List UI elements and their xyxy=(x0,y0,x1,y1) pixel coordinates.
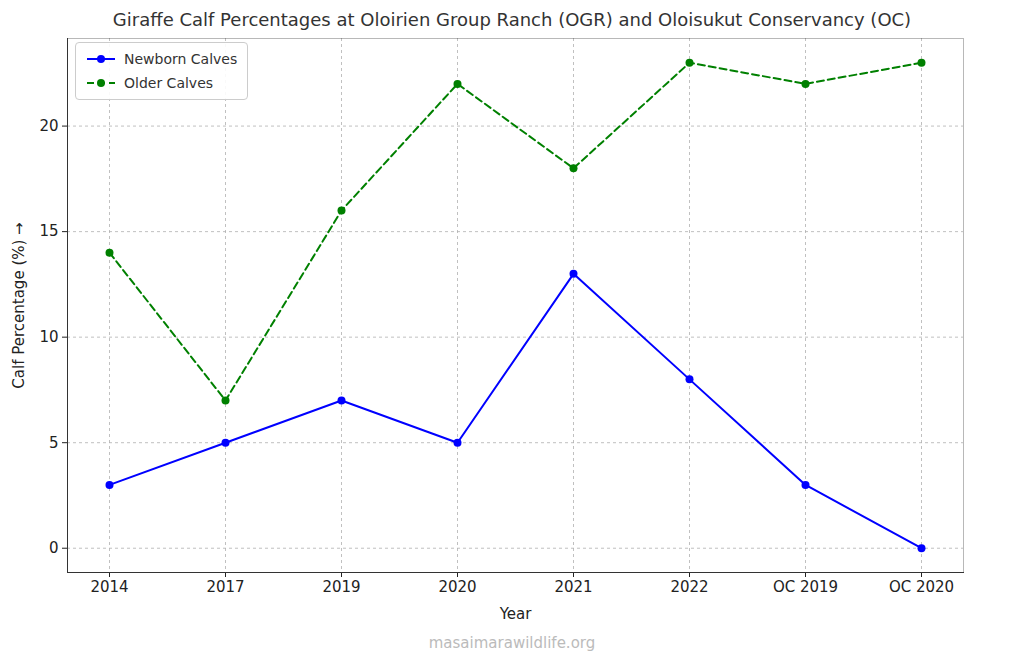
svg-text:2021: 2021 xyxy=(554,578,592,596)
svg-text:15: 15 xyxy=(39,222,58,240)
svg-text:2014: 2014 xyxy=(90,578,128,596)
svg-text:5: 5 xyxy=(49,433,59,451)
svg-text:OC 2019: OC 2019 xyxy=(773,578,838,596)
svg-text:2020: 2020 xyxy=(438,578,476,596)
html-text:Older Calves: Older Calves xyxy=(124,75,214,91)
svg-text:2017: 2017 xyxy=(206,578,244,596)
html-text:Newborn Calves: Newborn Calves xyxy=(124,51,238,67)
html-text:Giraffe Calf Percentages at Ol: Giraffe Calf Percentages at Oloirien Gro… xyxy=(112,9,912,30)
svg-text:Calf Percentage (%) →: Calf Percentage (%) → xyxy=(10,222,28,388)
svg-text:Year: Year xyxy=(499,605,533,623)
svg-text:2019: 2019 xyxy=(322,578,360,596)
svg-text:OC 2020: OC 2020 xyxy=(889,578,954,596)
svg-text:2022: 2022 xyxy=(670,578,708,596)
html-text:masaimarawildlife.org: masaimarawildlife.org xyxy=(428,634,596,652)
svg-text:20: 20 xyxy=(39,117,58,135)
svg-text:10: 10 xyxy=(39,328,58,346)
svg-text:0: 0 xyxy=(49,539,59,557)
